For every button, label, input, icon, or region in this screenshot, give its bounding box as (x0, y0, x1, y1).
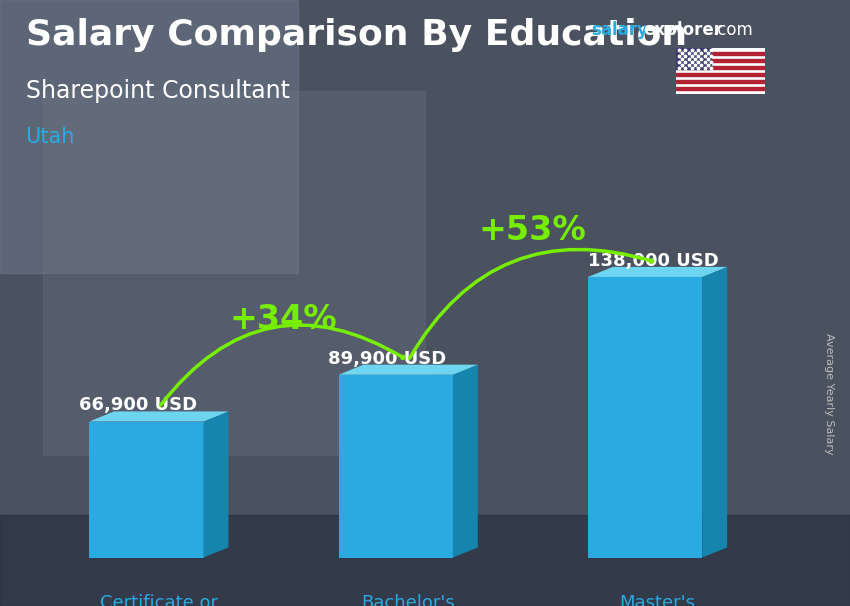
Polygon shape (453, 365, 478, 558)
Text: Salary Comparison By Education: Salary Comparison By Education (26, 18, 687, 52)
Bar (0, 515, 850, 606)
Bar (676, 52, 765, 56)
Polygon shape (588, 267, 727, 277)
Text: .com: .com (712, 21, 753, 39)
Bar (676, 80, 765, 84)
Text: Utah: Utah (26, 127, 75, 147)
Bar (676, 84, 765, 87)
Bar (676, 62, 765, 66)
Text: 89,900 USD: 89,900 USD (328, 350, 446, 368)
Bar (676, 73, 765, 76)
Text: +53%: +53% (479, 214, 586, 247)
Text: Average Yearly Salary: Average Yearly Salary (824, 333, 834, 454)
Bar (676, 48, 765, 52)
Bar (588, 277, 702, 558)
Text: Master's
Degree: Master's Degree (620, 594, 695, 606)
Bar (676, 56, 765, 59)
Bar (89, 422, 203, 558)
Text: explorer: explorer (643, 21, 722, 39)
Text: salary: salary (591, 21, 648, 39)
Bar (676, 48, 711, 70)
Bar (676, 76, 765, 80)
FancyArrowPatch shape (161, 325, 404, 405)
Text: +34%: +34% (230, 304, 337, 336)
Text: Bachelor's
Degree: Bachelor's Degree (361, 594, 455, 606)
Bar (676, 90, 765, 94)
FancyArrowPatch shape (410, 250, 653, 358)
Text: Certificate or
Diploma: Certificate or Diploma (99, 594, 218, 606)
Bar (42, 91, 425, 454)
Bar (676, 66, 765, 70)
Text: 138,000 USD: 138,000 USD (588, 252, 718, 270)
Text: Sharepoint Consultant: Sharepoint Consultant (26, 79, 290, 103)
Polygon shape (702, 267, 727, 558)
Bar (676, 59, 765, 62)
Polygon shape (89, 411, 229, 422)
Bar (0, 0, 298, 273)
Text: 66,900 USD: 66,900 USD (79, 396, 197, 415)
Bar (676, 87, 765, 90)
Bar (338, 375, 453, 558)
Bar (676, 70, 765, 73)
Polygon shape (203, 411, 229, 558)
Polygon shape (338, 365, 478, 375)
